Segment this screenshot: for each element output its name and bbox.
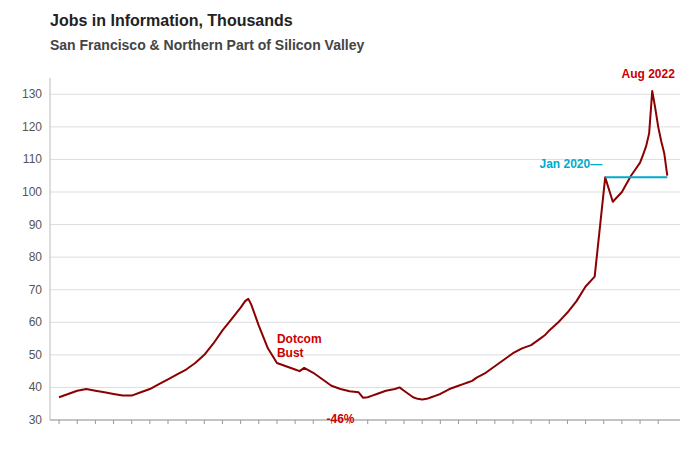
annotation: Jan 2020— — [539, 157, 602, 171]
x-tick — [77, 420, 78, 424]
x-tick — [240, 420, 241, 424]
y-tick-label: 30 — [29, 413, 43, 427]
grid-line — [50, 224, 680, 225]
y-tick-label: 70 — [29, 283, 43, 297]
y-tick-label: 80 — [29, 250, 43, 264]
y-tick-label: 110 — [23, 152, 42, 166]
x-tick — [621, 420, 622, 424]
grid-line — [50, 354, 680, 355]
x-tick — [295, 420, 296, 424]
x-tick — [385, 420, 386, 424]
x-tick — [531, 420, 532, 424]
x-tick — [476, 420, 477, 424]
x-tick — [113, 420, 114, 424]
y-axis-line — [50, 78, 51, 420]
x-tick — [458, 420, 459, 424]
x-tick — [59, 420, 60, 424]
x-tick — [149, 420, 150, 424]
x-ticks — [59, 420, 658, 424]
x-tick — [549, 420, 550, 424]
x-tick — [603, 420, 604, 424]
x-tick — [313, 420, 314, 424]
x-tick — [658, 420, 659, 424]
y-tick-label: 100 — [22, 185, 42, 199]
annotation: DotcomBust — [277, 332, 322, 360]
grid-line — [50, 387, 680, 388]
title: Jobs in Information, Thousands — [50, 12, 293, 29]
x-tick — [404, 420, 405, 424]
x-tick — [186, 420, 187, 424]
x-tick — [204, 420, 205, 424]
plot-area — [59, 91, 667, 399]
x-tick — [276, 420, 277, 424]
grid — [50, 94, 680, 420]
y-tick-label: 90 — [29, 218, 43, 232]
x-tick — [512, 420, 513, 424]
grid-line — [50, 289, 680, 290]
grid-line — [50, 257, 680, 258]
x-tick — [494, 420, 495, 424]
x-tick — [258, 420, 259, 424]
x-tick — [367, 420, 368, 424]
y-tick-label: 120 — [22, 120, 42, 134]
subtitle: San Francisco & Northern Part of Silicon… — [50, 37, 365, 53]
y-tick-label: 60 — [29, 315, 43, 329]
grid-line — [50, 322, 680, 323]
grid-line — [50, 126, 680, 127]
chart: Jobs in Information, Thousands San Franci… — [0, 0, 700, 450]
reference-line — [605, 176, 667, 178]
grid-line — [50, 192, 680, 193]
x-tick — [95, 420, 96, 424]
x-tick — [422, 420, 423, 424]
grid-line — [50, 94, 680, 95]
line — [59, 91, 667, 399]
x-tick — [131, 420, 132, 424]
x-tick — [440, 420, 441, 424]
y-tick-label: 40 — [29, 380, 43, 394]
y-tick-label: 130 — [22, 87, 42, 101]
x-tick — [222, 420, 223, 424]
x-tick — [640, 420, 641, 424]
annotation: Aug 2022 — [622, 67, 676, 81]
x-tick — [567, 420, 568, 424]
x-tick — [168, 420, 169, 424]
annotation: -46% — [326, 412, 354, 426]
x-tick — [585, 420, 586, 424]
y-tick-label: 50 — [29, 348, 43, 362]
